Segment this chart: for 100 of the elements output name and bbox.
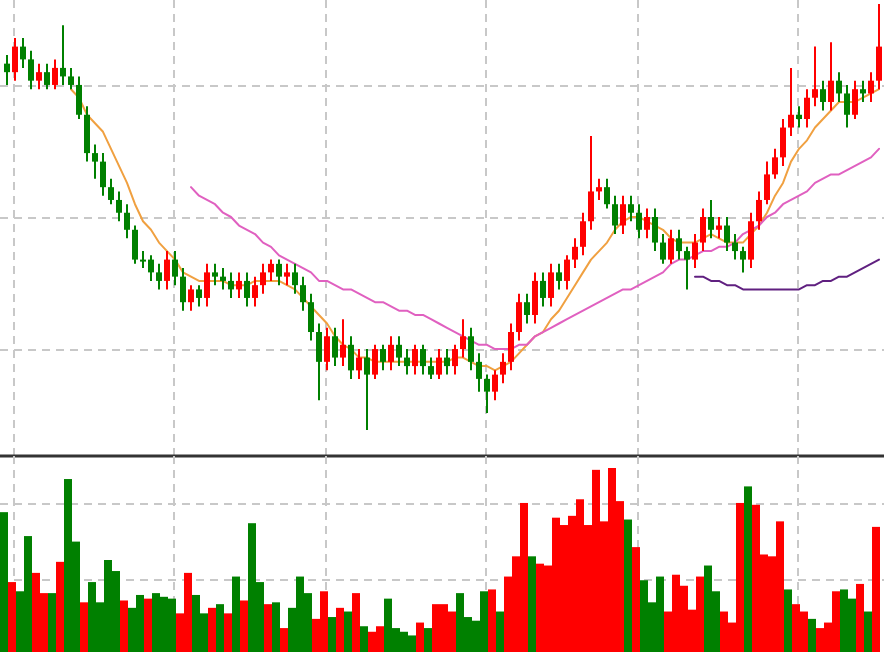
bar <box>720 611 728 652</box>
candlestick <box>76 75 82 121</box>
candlestick <box>484 373 490 414</box>
candlestick <box>156 262 162 291</box>
candlestick <box>36 62 42 91</box>
candlestick <box>188 284 194 312</box>
bar <box>344 611 352 652</box>
candlestick <box>588 135 594 231</box>
candlestick <box>52 58 58 91</box>
candlestick <box>708 198 714 240</box>
candlestick <box>700 207 706 253</box>
bar <box>488 589 496 652</box>
bar <box>152 593 160 652</box>
candlestick <box>332 326 338 368</box>
candlestick <box>124 203 130 240</box>
candlestick <box>508 322 514 372</box>
candlestick <box>604 177 610 210</box>
candlestick <box>716 216 722 240</box>
bar <box>272 602 280 652</box>
bar <box>192 594 200 652</box>
bar <box>248 523 256 652</box>
candlestick <box>396 335 402 368</box>
bar <box>328 617 336 652</box>
bar <box>640 580 648 652</box>
candlestick <box>260 262 266 295</box>
candlestick <box>620 194 626 236</box>
candlestick <box>684 245 690 291</box>
candlestick <box>108 177 114 206</box>
candlestick <box>836 71 842 103</box>
candlestick <box>316 322 322 402</box>
candlestick <box>372 343 378 380</box>
bar <box>792 604 800 652</box>
candlestick <box>44 62 50 91</box>
candlestick <box>820 79 826 112</box>
candlestick <box>660 233 666 265</box>
bar <box>864 611 872 652</box>
candlestick <box>876 3 882 91</box>
candlestick <box>468 326 474 372</box>
candlestick <box>28 49 34 91</box>
bar <box>696 576 704 652</box>
candlestick <box>596 177 602 201</box>
bar <box>56 561 64 652</box>
bar <box>784 589 792 652</box>
candlestick <box>404 348 410 376</box>
bar <box>432 604 440 652</box>
bar <box>872 526 880 652</box>
candlestick <box>644 207 650 240</box>
bar <box>240 600 248 652</box>
bar <box>80 602 88 652</box>
candlestick <box>236 271 242 299</box>
bar <box>144 598 152 652</box>
candlestick <box>668 228 674 265</box>
bar <box>360 626 368 652</box>
bar <box>632 547 640 652</box>
bar <box>832 591 840 652</box>
bar <box>528 556 536 652</box>
candlestick <box>244 271 250 308</box>
bar <box>208 607 216 652</box>
candlestick <box>212 262 218 287</box>
candlestick <box>804 88 810 129</box>
bar <box>776 521 784 652</box>
bar <box>120 600 128 652</box>
candlestick <box>692 233 698 270</box>
bar <box>368 631 376 652</box>
bar <box>24 536 32 652</box>
bar <box>64 479 72 652</box>
candlestick <box>284 262 290 287</box>
candlestick <box>828 41 834 112</box>
candlestick <box>476 352 482 393</box>
bar <box>840 589 848 652</box>
bar <box>816 628 824 652</box>
bar <box>624 519 632 652</box>
bar <box>352 593 360 652</box>
bar <box>32 572 40 652</box>
candlestick <box>84 105 90 163</box>
candlestick <box>524 292 530 325</box>
candlestick <box>364 348 370 431</box>
candlestick <box>500 352 506 385</box>
bar <box>656 576 664 652</box>
bar <box>384 598 392 652</box>
bar <box>136 594 144 652</box>
candlestick <box>380 343 386 372</box>
candlestick <box>652 207 658 253</box>
bar <box>280 628 288 652</box>
bar <box>480 591 488 652</box>
bar <box>8 582 16 652</box>
candlestick <box>252 275 258 308</box>
bar <box>400 631 408 652</box>
candlestick <box>764 160 770 206</box>
candlestick <box>852 79 858 121</box>
bar <box>592 469 600 652</box>
bar <box>336 607 344 652</box>
bar <box>232 576 240 652</box>
candlestick <box>196 284 202 308</box>
candlestick <box>460 318 466 359</box>
candlestick <box>172 250 178 287</box>
bar <box>456 593 464 652</box>
candlestick <box>772 147 778 180</box>
candlestick <box>116 190 122 223</box>
bar <box>48 593 56 652</box>
